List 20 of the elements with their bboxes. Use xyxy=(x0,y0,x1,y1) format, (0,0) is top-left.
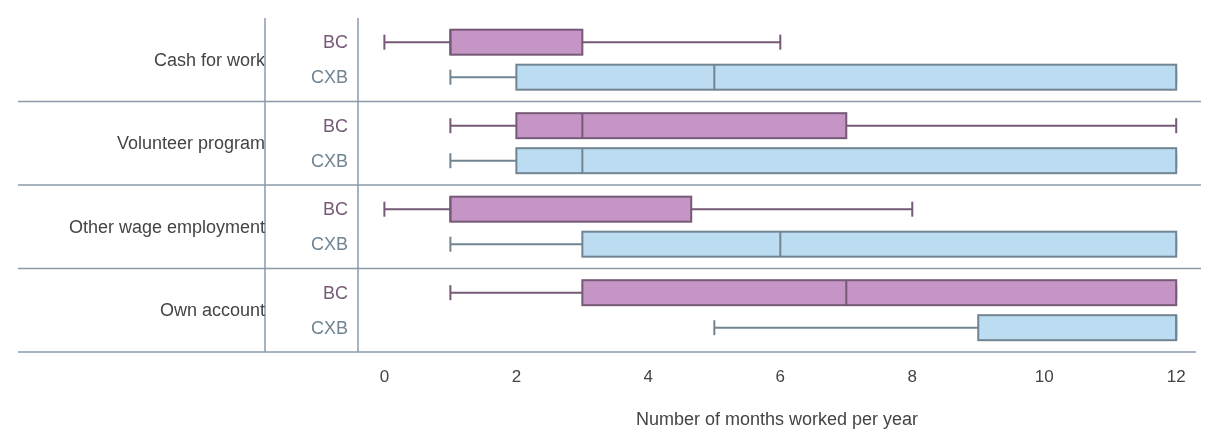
text: BC xyxy=(322,32,348,53)
x-tick-label: 4 xyxy=(643,367,654,387)
text: CXB xyxy=(310,150,348,171)
x-tick-label: 0 xyxy=(379,367,390,387)
text: BC xyxy=(322,115,348,136)
text: CXB xyxy=(310,234,348,255)
y-tick-label: Cash for work xyxy=(153,49,266,70)
x-tick-label: 10 xyxy=(1034,367,1054,387)
text: BC xyxy=(322,199,348,220)
y-tick-label: Volunteer program xyxy=(116,133,265,154)
text: CXB xyxy=(310,317,348,338)
x-axis-title: Number of months worked per year xyxy=(635,409,919,429)
x-tick-label: 8 xyxy=(907,367,917,387)
text: BC xyxy=(322,282,348,303)
text: CXB xyxy=(310,67,348,88)
x-tick-label: 2 xyxy=(511,367,522,387)
x-tick-label: 6 xyxy=(775,367,786,387)
y-tick-label: Other wage employment xyxy=(68,216,265,237)
x-tick-label: 12 xyxy=(1166,367,1186,387)
y-tick-label: Own account xyxy=(159,300,265,321)
